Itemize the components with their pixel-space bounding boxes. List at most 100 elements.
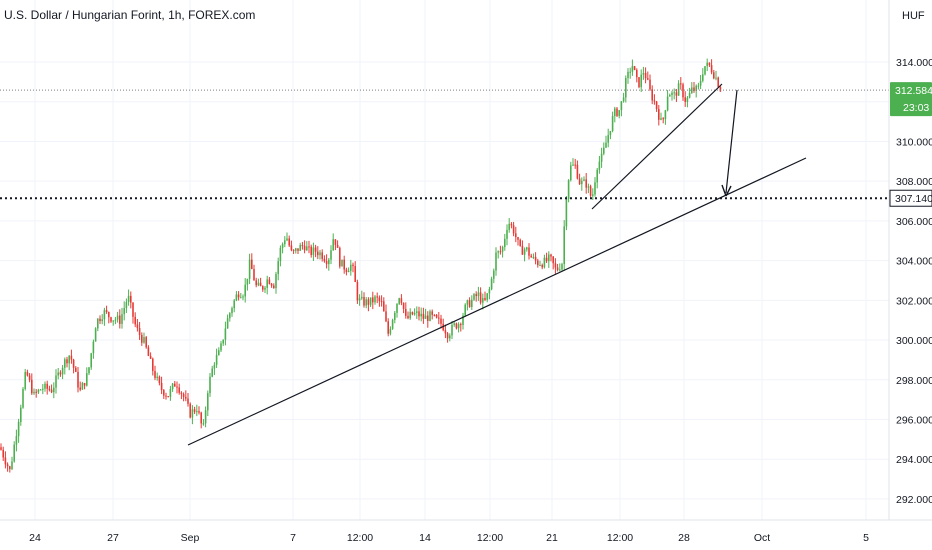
candle — [633, 65, 636, 71]
candle-body — [9, 466, 11, 470]
candle — [666, 90, 669, 112]
candle-body — [72, 359, 75, 368]
candle — [72, 358, 75, 374]
candle-body — [22, 388, 24, 408]
candle-body — [226, 318, 229, 329]
candle — [224, 321, 227, 346]
candle-body — [484, 298, 486, 300]
drawing-tools — [0, 83, 889, 446]
candle-body — [77, 371, 79, 388]
candle-body — [539, 265, 541, 267]
candle — [246, 278, 249, 291]
candle-body — [209, 376, 211, 394]
candle-body — [218, 350, 220, 356]
candle-body — [559, 269, 561, 271]
candle — [607, 128, 609, 148]
candle-body — [275, 274, 277, 289]
candle — [717, 76, 719, 88]
candle-body — [655, 101, 658, 110]
candle — [88, 367, 90, 376]
candle — [391, 318, 394, 330]
price-tick-label: 314.000 — [896, 57, 932, 69]
candle — [561, 262, 563, 272]
candle — [119, 309, 121, 329]
candle — [28, 373, 31, 383]
candle — [169, 385, 172, 401]
candle-body — [710, 65, 713, 73]
candle-body — [123, 308, 125, 315]
candle — [341, 259, 343, 267]
candle — [574, 158, 576, 169]
candle-body — [132, 302, 134, 317]
candle — [323, 255, 326, 263]
candle-body — [358, 298, 361, 301]
candle — [31, 373, 33, 395]
candle-body — [561, 264, 563, 270]
candle — [356, 279, 359, 304]
candle-body — [545, 257, 548, 262]
candle-body — [299, 244, 301, 251]
candle-body — [717, 77, 719, 88]
time-tick-label: 12:00 — [347, 532, 373, 544]
candle — [363, 292, 365, 308]
candle — [306, 241, 308, 251]
candle — [127, 289, 130, 306]
candle — [653, 94, 656, 105]
candle-body — [666, 96, 669, 111]
candle — [466, 299, 469, 311]
candle — [211, 365, 213, 378]
candle-body — [220, 343, 222, 351]
candle — [504, 233, 506, 251]
candle — [330, 245, 332, 265]
candle-body — [526, 247, 528, 250]
candle-body — [259, 282, 262, 287]
candle-body — [363, 296, 365, 306]
candle — [433, 314, 436, 317]
candle — [424, 308, 427, 319]
candle-body — [504, 238, 506, 248]
candle-body — [556, 267, 559, 270]
candle-body — [31, 379, 33, 394]
candle — [609, 130, 612, 140]
candle-body — [191, 409, 194, 418]
candle-body — [418, 311, 420, 317]
candle-body — [44, 383, 46, 389]
candle-body — [110, 317, 112, 322]
candle — [204, 406, 207, 428]
candle-body — [422, 313, 425, 319]
candle-body — [136, 324, 139, 329]
candle — [695, 84, 697, 98]
candle — [125, 298, 128, 313]
candle-body — [620, 101, 623, 111]
candle-body — [57, 372, 59, 376]
candle-body — [567, 180, 570, 199]
candle — [297, 248, 299, 254]
candle — [259, 277, 262, 287]
candle-body — [6, 464, 9, 467]
candle — [332, 233, 334, 251]
price-tick-label: 302.000 — [896, 295, 932, 307]
candle-body — [554, 263, 557, 268]
candle — [57, 368, 59, 380]
candle-body — [629, 71, 631, 73]
candle — [9, 465, 11, 473]
candle — [383, 297, 385, 312]
candle — [418, 306, 420, 321]
candle-body — [185, 396, 187, 399]
candle-body — [174, 383, 176, 387]
candle — [116, 311, 119, 323]
candle-body — [350, 264, 352, 271]
candle-body — [372, 297, 374, 303]
candle — [680, 77, 682, 90]
candle-body — [279, 247, 282, 262]
candle-body — [633, 66, 636, 70]
candle — [17, 418, 20, 443]
candle — [532, 253, 535, 260]
candle — [295, 247, 297, 254]
candle-body — [171, 383, 174, 390]
candle-body — [211, 368, 213, 377]
candle-body — [589, 186, 592, 196]
time-axis: 24 27 Sep 7 12:00 14 12:00 21 12:00 28 Oct 5 — [0, 519, 932, 544]
candle-body — [50, 389, 53, 393]
